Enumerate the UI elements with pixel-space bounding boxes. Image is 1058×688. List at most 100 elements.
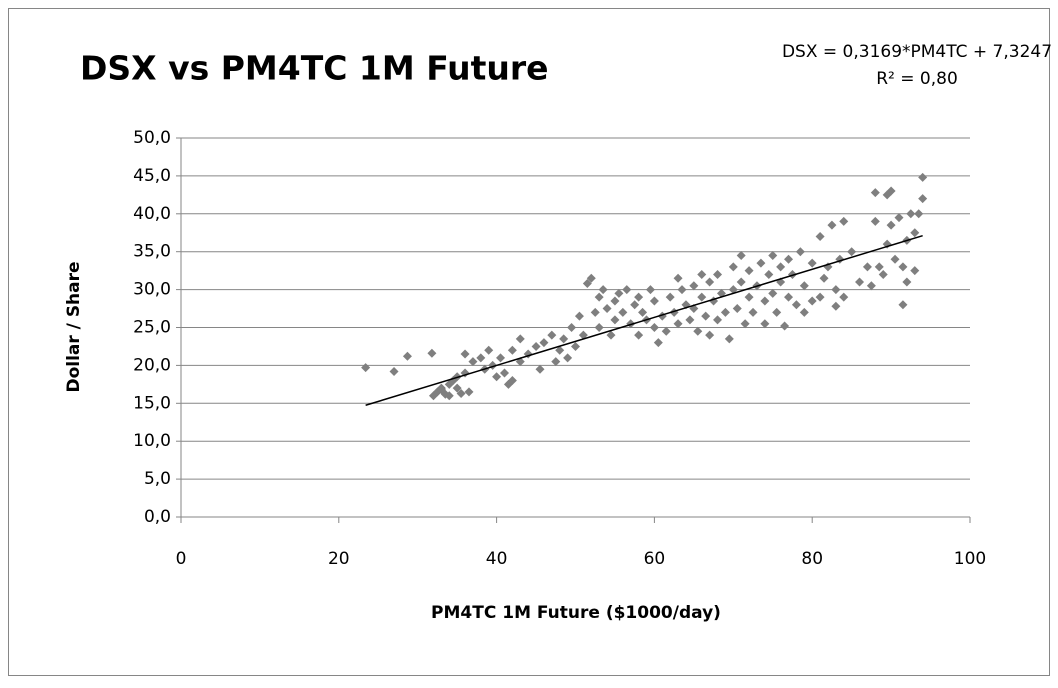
point — [760, 319, 770, 329]
point — [649, 296, 659, 306]
point — [910, 228, 920, 238]
point — [724, 334, 734, 344]
x-tick-label: 0 — [176, 549, 187, 569]
point — [831, 285, 841, 295]
x-tick-label: 100 — [954, 549, 986, 569]
point — [515, 334, 525, 344]
point — [906, 209, 916, 219]
point — [402, 351, 412, 361]
point — [768, 288, 778, 298]
point — [898, 300, 908, 310]
point — [784, 292, 794, 302]
point — [535, 364, 545, 374]
point — [839, 292, 849, 302]
point — [507, 345, 517, 355]
point — [894, 213, 904, 223]
point — [910, 266, 920, 276]
point — [653, 338, 663, 348]
point — [898, 262, 908, 272]
point — [855, 277, 865, 287]
point — [736, 277, 746, 287]
point — [878, 269, 888, 279]
y-tick-label: 5,0 — [144, 469, 171, 489]
point — [630, 300, 640, 310]
point — [673, 273, 683, 283]
point — [886, 220, 896, 230]
point — [476, 353, 486, 363]
point — [795, 247, 805, 257]
point — [772, 307, 782, 317]
point — [559, 334, 569, 344]
point — [914, 209, 924, 219]
point — [918, 172, 928, 182]
point — [389, 366, 399, 376]
y-tick-label: 25,0 — [133, 318, 171, 338]
point — [634, 330, 644, 340]
point — [890, 254, 900, 264]
point — [866, 281, 876, 291]
point — [594, 323, 604, 332]
point — [598, 285, 608, 295]
point — [799, 281, 809, 291]
point — [713, 315, 723, 325]
point — [756, 258, 766, 268]
point — [484, 345, 494, 355]
y-tick-label: 50,0 — [133, 128, 171, 148]
point — [567, 323, 577, 332]
point — [618, 307, 628, 317]
point — [839, 216, 849, 226]
point — [736, 250, 746, 260]
point — [685, 315, 695, 325]
point — [713, 269, 723, 279]
point — [610, 296, 620, 306]
point — [827, 220, 837, 230]
point — [744, 292, 754, 302]
point — [780, 321, 790, 331]
y-tick-label: 0,0 — [144, 507, 171, 527]
point — [748, 307, 758, 317]
point — [661, 326, 671, 336]
point — [610, 315, 620, 325]
point — [622, 285, 632, 295]
point — [571, 341, 580, 351]
point — [870, 188, 880, 198]
point — [563, 353, 573, 363]
point — [705, 277, 715, 287]
point — [531, 341, 541, 351]
point — [361, 363, 371, 373]
point — [689, 281, 699, 291]
point — [807, 296, 817, 306]
point — [496, 353, 506, 363]
point — [784, 254, 794, 264]
x-tick-label: 60 — [644, 549, 666, 569]
y-tick-label: 15,0 — [133, 393, 171, 413]
point — [582, 279, 592, 289]
point — [874, 262, 884, 272]
point — [634, 292, 644, 302]
point — [638, 307, 648, 317]
y-tick-label: 10,0 — [133, 431, 171, 451]
point — [547, 330, 557, 340]
chart-frame — [8, 8, 1050, 676]
point — [831, 301, 841, 311]
y-tick-label: 20,0 — [133, 355, 171, 375]
point — [728, 262, 738, 272]
point — [697, 269, 707, 279]
y-axis-label: Dollar / Share — [64, 261, 84, 392]
point — [594, 292, 604, 302]
r-squared: R² = 0,80 — [876, 69, 958, 89]
point — [815, 232, 825, 242]
chart-title: DSX vs PM4TC 1M Future — [80, 49, 549, 88]
point — [499, 368, 509, 378]
y-tick-label: 40,0 — [133, 204, 171, 224]
point — [693, 326, 703, 336]
point — [427, 348, 437, 358]
point — [732, 304, 742, 314]
point — [886, 186, 896, 196]
point — [740, 319, 750, 329]
point — [606, 330, 616, 340]
point — [586, 273, 596, 283]
point — [819, 273, 829, 283]
point — [720, 307, 730, 317]
